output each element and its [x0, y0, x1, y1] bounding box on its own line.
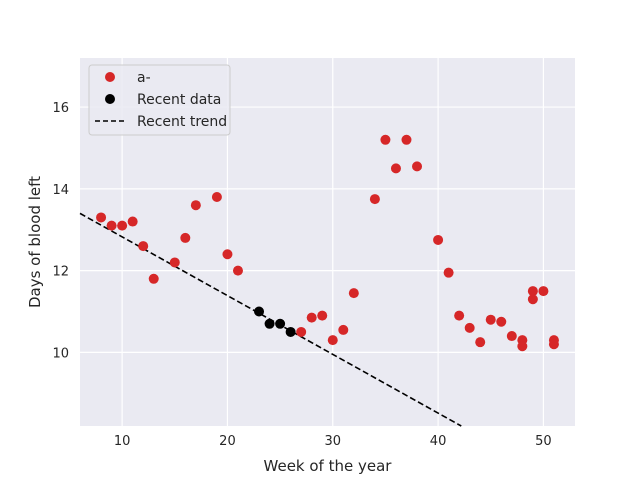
a-neg-point: [454, 310, 465, 321]
x-tick-labels: 10 20 30 40 50: [114, 434, 552, 449]
a-neg-point: [401, 134, 412, 145]
a-neg-point: [433, 234, 444, 245]
x-tick-label: 30: [324, 434, 341, 449]
a-neg-point: [232, 265, 243, 276]
a-neg-point: [380, 134, 391, 145]
legend-marker-recent-data: [105, 94, 115, 104]
a-neg-point: [464, 322, 475, 333]
a-neg-point: [306, 312, 317, 323]
y-tick-label: 10: [52, 346, 69, 361]
recent-data-point: [264, 318, 275, 329]
x-tick-label: 40: [430, 434, 447, 449]
a-neg-point: [127, 216, 138, 227]
x-tick-label: 20: [219, 434, 236, 449]
a-neg-point: [327, 335, 338, 346]
a-neg-point: [506, 331, 517, 342]
a-neg-point: [180, 232, 191, 243]
a-neg-point: [538, 286, 549, 297]
a-neg-point: [169, 257, 180, 268]
legend-label-recent-data: Recent data: [137, 92, 221, 108]
a-neg-point: [390, 163, 401, 174]
a-neg-point: [475, 337, 486, 348]
a-neg-point: [190, 200, 201, 211]
a-neg-point: [485, 314, 496, 325]
a-neg-point: [496, 316, 507, 327]
points-group: [96, 134, 559, 352]
a-neg-point: [369, 194, 380, 205]
a-neg-point: [527, 294, 538, 305]
a-neg-point: [211, 192, 222, 203]
y-tick-label: 16: [52, 101, 69, 116]
a-neg-point: [548, 339, 559, 350]
legend-box: [88, 64, 231, 136]
recent-data-point: [275, 318, 286, 329]
y-tick-label: 14: [52, 183, 69, 198]
a-neg-point: [412, 161, 423, 172]
recent-data-point: [285, 326, 296, 337]
a-neg-point: [148, 273, 159, 284]
y-axis-label: Days of blood left: [26, 176, 44, 308]
a-neg-point: [443, 267, 454, 278]
y-tick-label: 12: [52, 265, 69, 280]
recent-data-point: [254, 306, 265, 317]
a-neg-point: [527, 286, 538, 297]
y-tick-labels: 10 12 14 16: [52, 101, 69, 361]
legend-label-recent-trend: Recent trend: [137, 114, 227, 130]
a-neg-point: [96, 212, 107, 223]
a-neg-point: [222, 249, 233, 260]
legend-marker-a-: [105, 72, 115, 82]
a-neg-point: [138, 241, 149, 252]
a-neg-point: [296, 326, 307, 337]
a-neg-point: [517, 341, 528, 352]
a-neg-point: [106, 220, 117, 231]
legend-label-a-: a-: [137, 70, 151, 86]
a-neg-point: [338, 324, 349, 335]
a-neg-point: [117, 220, 128, 231]
x-tick-label: 10: [114, 434, 131, 449]
x-axis-label: Week of the year: [264, 457, 393, 475]
a-neg-point: [348, 288, 359, 299]
x-tick-label: 50: [535, 434, 552, 449]
legend: a- Recent data Recent trend: [88, 64, 231, 136]
a-neg-point: [317, 310, 328, 321]
